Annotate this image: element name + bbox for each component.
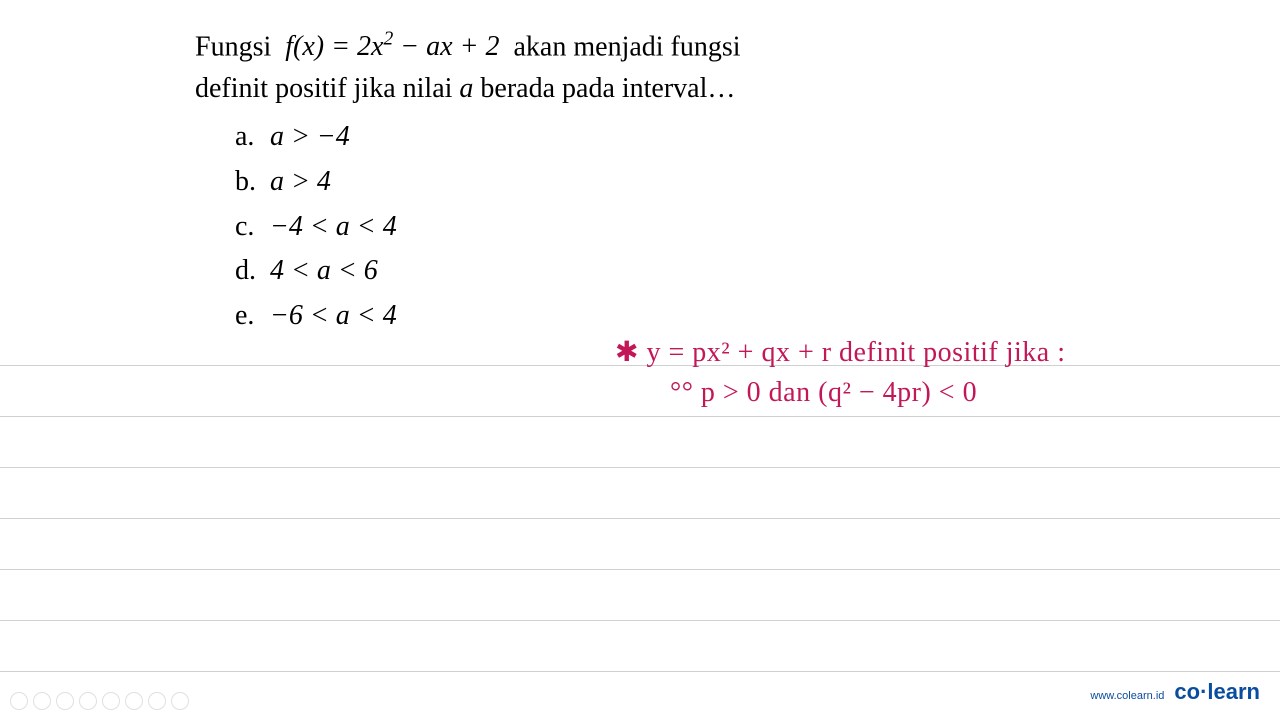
- option-math: a > −4: [270, 115, 350, 160]
- tool-icon[interactable]: [148, 692, 166, 710]
- option-letter: c.: [235, 205, 270, 250]
- option-math: a > 4: [270, 160, 331, 205]
- option-d: d. 4 < a < 6: [235, 249, 397, 294]
- question-line-1: Fungsi f(x) = 2x2 − ax + 2 akan menjadi …: [195, 25, 1095, 68]
- footer-logo: co·learn: [1174, 679, 1260, 705]
- footer-url: www.colearn.id: [1090, 690, 1164, 702]
- question-math-1: f(x) = 2x2 − ax + 2: [285, 31, 499, 62]
- logo-part-2: learn: [1207, 679, 1260, 704]
- question-suffix-2: berada pada interval…: [473, 73, 735, 104]
- ruled-line: [0, 416, 1280, 417]
- ruled-line: [0, 518, 1280, 519]
- option-b: b. a > 4: [235, 160, 397, 205]
- tool-icon[interactable]: [102, 692, 120, 710]
- tool-icon[interactable]: [33, 692, 51, 710]
- question-suffix-1: akan menjadi fungsi: [507, 31, 741, 62]
- option-math: −4 < a < 4: [270, 205, 397, 250]
- tool-icon[interactable]: [125, 692, 143, 710]
- bottom-icons: [10, 692, 189, 710]
- question-line-2: definit positif jika nilai a berada pada…: [195, 68, 1095, 110]
- handwriting-line-2: °° p > 0 dan (q² − 4pr) < 0: [670, 377, 1275, 409]
- ruled-lines: [0, 365, 1280, 722]
- options-area: a. a > −4 b. a > 4 c. −4 < a < 4 d. 4 < …: [235, 115, 397, 339]
- tool-icon[interactable]: [56, 692, 74, 710]
- question-prefix-2: definit positif jika nilai: [195, 73, 459, 104]
- tool-icon[interactable]: [171, 692, 189, 710]
- ruled-line: [0, 671, 1280, 672]
- handwriting-line-1: ✱ y = px² + qx + r definit positif jika …: [615, 335, 1275, 369]
- tool-icon[interactable]: [10, 692, 28, 710]
- question-var: a: [459, 73, 473, 104]
- question-text: Fungsi f(x) = 2x2 − ax + 2 akan menjadi …: [195, 25, 1095, 110]
- option-letter: b.: [235, 160, 270, 205]
- option-a: a. a > −4: [235, 115, 397, 160]
- footer: www.colearn.id co·learn: [1090, 679, 1260, 705]
- logo-part-1: co: [1174, 679, 1200, 704]
- option-letter: d.: [235, 249, 270, 294]
- handwriting-area: ✱ y = px² + qx + r definit positif jika …: [615, 335, 1275, 409]
- question-area: Fungsi f(x) = 2x2 − ax + 2 akan menjadi …: [195, 25, 1095, 110]
- option-c: c. −4 < a < 4: [235, 205, 397, 250]
- option-letter: a.: [235, 115, 270, 160]
- question-prefix-1: Fungsi: [195, 31, 278, 62]
- option-e: e. −6 < a < 4: [235, 294, 397, 339]
- option-letter: e.: [235, 294, 270, 339]
- option-math: 4 < a < 6: [270, 249, 378, 294]
- ruled-line: [0, 620, 1280, 621]
- ruled-line: [0, 467, 1280, 468]
- option-math: −6 < a < 4: [270, 294, 397, 339]
- tool-icon[interactable]: [79, 692, 97, 710]
- ruled-line: [0, 569, 1280, 570]
